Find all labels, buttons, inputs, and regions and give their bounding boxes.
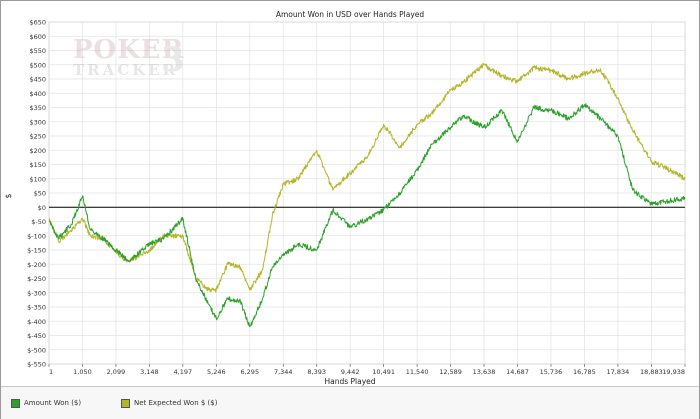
x-tick-label: 10,491	[372, 368, 395, 376]
y-tick-label: $550	[29, 47, 46, 55]
x-tick-label: 4,197	[174, 368, 193, 376]
series-line-amount-won	[48, 103, 686, 328]
x-tick-label: 5,246	[207, 368, 226, 376]
x-tick-label: 6,295	[240, 368, 259, 376]
y-tick-label: $600	[29, 33, 46, 41]
y-axis-label: $	[4, 193, 13, 198]
series-lines	[48, 62, 686, 328]
legend-swatch-amount-won	[11, 398, 20, 408]
grid	[48, 21, 686, 365]
x-tick-label: 19,938	[662, 368, 685, 376]
y-tick-label: $100	[29, 175, 46, 183]
legend: Amount Won ($) Net Expected Won $ ($)	[1, 386, 699, 419]
x-tick-label: 3,148	[140, 368, 159, 376]
y-tick-label: $-200	[27, 261, 46, 269]
x-tick-label: 13,638	[473, 368, 496, 376]
legend-item-net-expected: Net Expected Won $ ($)	[121, 396, 217, 410]
x-tick-label: 11,540	[406, 368, 429, 376]
watermark-line-2: TRACKER	[73, 61, 178, 79]
y-tick-label: $400	[29, 90, 46, 98]
y-tick-label: $-350	[27, 304, 46, 312]
axis-labels: $650 $600 $550 $500 $450 $400 $350 $300 $250 $200…	[27, 19, 685, 377]
y-tick-label: $650	[29, 19, 46, 27]
y-tick-label: $0	[38, 204, 46, 212]
y-tick-label: $-50	[31, 218, 46, 226]
y-tick-label: $350	[29, 104, 46, 112]
y-tick-label: $150	[29, 161, 46, 169]
x-tick-label: 9,442	[341, 368, 360, 376]
y-tick-label: $-250	[27, 275, 46, 283]
y-tick-label: $-150	[27, 247, 46, 255]
x-tick-label: 15,736	[540, 368, 563, 376]
series-line-net-expected-won	[48, 62, 686, 293]
y-tick-label: $-400	[27, 318, 46, 326]
y-tick-label: $-300	[27, 289, 46, 297]
x-tick-label: 16,785	[573, 368, 596, 376]
poker-tracker-watermark: POKER TRACKER 3	[73, 35, 185, 80]
chart-title: Amount Won in USD over Hands Played	[276, 10, 425, 19]
legend-label-net-expected: Net Expected Won $ ($)	[134, 399, 218, 407]
y-tick-label: $300	[29, 118, 46, 126]
x-tick-label: 18,883	[640, 368, 663, 376]
y-tick-label: $-450	[27, 332, 46, 340]
watermark-mark: 3	[161, 40, 185, 80]
y-tick-label: $500	[29, 61, 46, 69]
y-tick-label: $450	[29, 76, 46, 84]
x-tick-label: 7,344	[274, 368, 293, 376]
line-chart: POKER TRACKER 3 $650 $600 $550 $500 $450 $400…	[4, 10, 686, 386]
legend-item-amount-won: Amount Won ($)	[11, 396, 81, 410]
y-tick-label: $-550	[27, 361, 46, 369]
legend-swatch-net-expected	[121, 398, 130, 408]
axes	[48, 206, 686, 367]
y-tick-label: $-500	[27, 346, 46, 354]
watermark-line-1: POKER	[73, 35, 184, 65]
x-tick-label: 1	[49, 368, 53, 376]
legend-label-amount-won: Amount Won ($)	[24, 399, 82, 407]
y-tick-label: $50	[34, 190, 46, 198]
x-tick-label: 8,393	[307, 368, 326, 376]
x-tick-label: 12,589	[439, 368, 462, 376]
y-tick-label: $200	[29, 147, 46, 155]
x-tick-label: 14,687	[506, 368, 529, 376]
x-tick-label: 17,834	[607, 368, 630, 376]
x-tick-label: 1,050	[73, 368, 92, 376]
x-tick-label: 2,099	[107, 368, 126, 376]
y-tick-label: $250	[29, 133, 46, 141]
y-tick-label: $-100	[27, 232, 46, 240]
x-axis-label: Hands Played	[324, 377, 375, 386]
